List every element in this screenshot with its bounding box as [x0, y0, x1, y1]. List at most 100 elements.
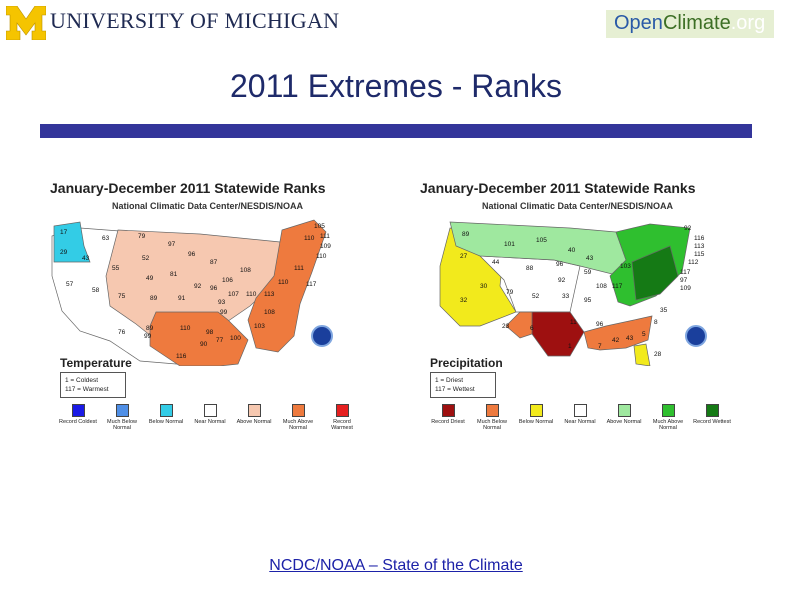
legend-item: Near Normal	[190, 404, 230, 425]
state-rank: 113	[264, 291, 275, 298]
state-rank: 43	[82, 255, 90, 262]
state-rank: 113	[694, 243, 705, 250]
legend-swatch	[529, 404, 543, 417]
state-rank: 110	[316, 253, 327, 260]
state-rank: 108	[596, 283, 607, 290]
state-rank: 96	[210, 285, 218, 292]
legend-swatch	[573, 404, 587, 417]
map-subtitle: National Climatic Data Center/NESDIS/NOA…	[112, 201, 304, 211]
state-rank: 32	[460, 297, 468, 304]
state-rank: 57	[66, 281, 74, 288]
state-rank: 100	[230, 335, 241, 342]
openclimate-logo-text: OpenClimate.org	[614, 12, 765, 35]
us-state-map: 17 29 63 79 97 96 52 43 55 49 81 57 58 7…	[51, 219, 333, 366]
rank-scale-line: 1 = Driest	[435, 377, 463, 384]
state-rank: 92	[684, 225, 692, 232]
legend-label: Below Normal	[518, 419, 554, 425]
slide-title: 2011 Extremes - Ranks	[230, 68, 562, 104]
state-rank: 5	[642, 331, 646, 338]
map-legend: Record Coldest Much Below Normal Below N…	[58, 404, 374, 440]
state-rank: 115	[694, 251, 705, 258]
state-rank: 6	[530, 325, 534, 332]
legend-swatch	[203, 404, 217, 417]
state-rank: 28	[654, 351, 662, 358]
state-rank: 11	[570, 319, 577, 326]
state-rank: 7	[598, 343, 602, 350]
state-rank: 89	[146, 325, 154, 332]
state-rank: 75	[118, 293, 126, 300]
legend-label: Below Normal	[148, 419, 184, 425]
openclimate-logo-part1: Open	[614, 12, 663, 34]
state-rank: 43	[586, 255, 594, 262]
legend-item: Record Wettest	[692, 404, 732, 425]
noaa-logo	[685, 325, 707, 347]
precipitation-rank-map: January-December 2011 Statewide Ranks Na…	[412, 170, 752, 442]
state-rank: 43	[626, 335, 634, 342]
state-rank: 110	[278, 279, 289, 286]
state-rank: 109	[320, 243, 331, 250]
legend-item: Below Normal	[516, 404, 556, 425]
state-rank: 103	[620, 263, 631, 270]
legend-label: Record Warmest	[331, 419, 353, 431]
state-rank: 17	[60, 229, 68, 236]
state-rank: 79	[506, 289, 514, 296]
state-rank: 58	[92, 287, 100, 294]
map-much-above-normal-east-region	[247, 219, 327, 353]
state-rank: 109	[680, 285, 691, 292]
state-rank: 116	[176, 353, 187, 360]
noaa-logo	[311, 325, 333, 347]
legend-swatch	[291, 404, 305, 417]
state-rank: 29	[60, 249, 68, 256]
state-rank: 117	[306, 281, 317, 288]
legend-item: Much Below Normal	[102, 404, 142, 431]
state-rank: 116	[694, 235, 705, 242]
legend-label: Much Above Normal	[282, 419, 314, 431]
state-rank: 111	[320, 233, 330, 240]
state-rank: 110	[180, 325, 191, 332]
legend-label: Record Coldest	[59, 419, 97, 425]
legend-swatch	[617, 404, 631, 417]
state-rank: 111	[294, 265, 304, 272]
title-divider	[40, 124, 752, 138]
state-rank: 52	[142, 255, 150, 262]
state-rank: 63	[102, 235, 110, 242]
state-rank: 1	[568, 343, 572, 350]
rank-scale-key: 1 = Driest 117 = Wettest	[430, 372, 496, 398]
state-rank: 105	[314, 223, 325, 230]
map-below-normal-region	[53, 221, 91, 263]
openclimate-logo	[606, 10, 774, 38]
map-variable-label: Precipitation	[430, 356, 503, 370]
map-title: January-December 2011 Statewide Ranks	[420, 180, 696, 196]
legend-item: Record Warmest	[322, 404, 362, 431]
state-rank: 108	[240, 267, 251, 274]
state-rank: 91	[178, 295, 186, 302]
legend-swatch	[71, 404, 85, 417]
legend-swatch	[441, 404, 455, 417]
state-rank: 59	[584, 269, 592, 276]
state-rank: 90	[200, 341, 208, 348]
legend-item: Much Below Normal	[472, 404, 512, 431]
state-rank: 88	[526, 265, 534, 272]
legend-swatch	[705, 404, 719, 417]
map-much-below-normal-region	[505, 311, 533, 339]
state-rank: 103	[254, 323, 265, 330]
map-variable-label: Temperature	[60, 356, 132, 370]
state-rank: 98	[206, 329, 214, 336]
legend-item: Above Normal	[234, 404, 274, 425]
state-rank: 110	[246, 291, 257, 298]
legend-label: Near Normal	[564, 419, 596, 425]
legend-item: Above Normal	[604, 404, 644, 425]
legend-item: Record Coldest	[58, 404, 98, 425]
university-name: UNIVERSITY OF MICHIGAN	[50, 8, 340, 33]
legend-swatch	[335, 404, 349, 417]
rank-scale-line: 117 = Wettest	[435, 386, 475, 393]
legend-label: Much Below Normal	[107, 419, 137, 431]
map-record-wettest-region	[631, 245, 679, 301]
source-link[interactable]: NCDC/NOAA – State of the Climate	[269, 557, 523, 574]
state-rank: 49	[146, 275, 154, 282]
state-rank: 95	[584, 297, 592, 304]
state-rank: 79	[138, 233, 146, 240]
map-below-normal-southeast-region	[633, 343, 651, 366]
state-rank: 99	[220, 309, 228, 316]
state-rank: 96	[596, 321, 604, 328]
